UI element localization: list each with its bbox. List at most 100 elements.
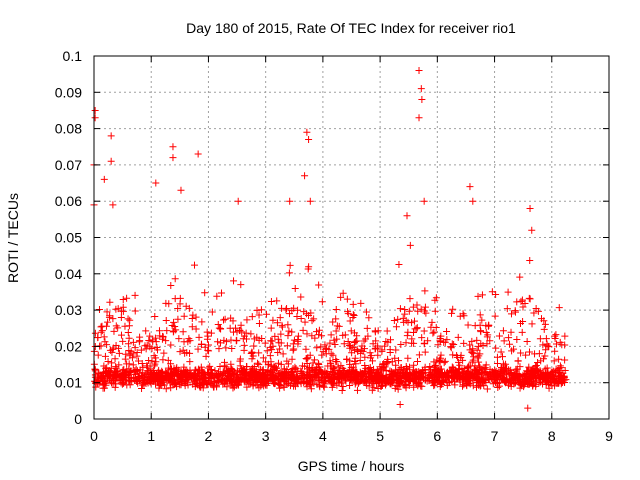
data-point (126, 381, 134, 389)
data-point (111, 355, 119, 363)
data-point (243, 383, 251, 391)
data-point (313, 344, 321, 352)
data-point (372, 337, 380, 345)
data-point (453, 375, 461, 383)
data-point (531, 362, 539, 370)
data-point (284, 321, 292, 329)
data-point (180, 312, 188, 320)
data-point (180, 363, 188, 371)
data-point (171, 275, 179, 283)
data-point (350, 339, 358, 347)
data-point (402, 339, 410, 347)
data-point (518, 296, 526, 304)
data-point (464, 321, 472, 329)
data-point (447, 344, 455, 352)
data-point (515, 370, 523, 378)
data-point (498, 353, 506, 361)
data-point (483, 333, 491, 341)
data-point (135, 357, 143, 365)
data-point (282, 306, 290, 314)
data-point (516, 363, 524, 371)
data-point (445, 378, 453, 386)
data-point (248, 364, 256, 372)
data-point (401, 310, 409, 318)
data-point (332, 327, 340, 335)
data-point (174, 370, 182, 378)
data-point (339, 289, 347, 297)
data-point (506, 340, 514, 348)
data-point (263, 374, 271, 382)
data-point (162, 299, 170, 307)
data-point (403, 332, 411, 340)
data-point (384, 355, 392, 363)
data-point (374, 369, 382, 377)
data-point (255, 336, 263, 344)
data-point (291, 285, 299, 293)
data-point (105, 375, 113, 383)
data-point (507, 328, 515, 336)
data-point (208, 308, 216, 316)
data-point (185, 335, 193, 343)
data-point (283, 342, 291, 350)
data-point (550, 357, 558, 365)
y-tick-label: 0.07 (55, 157, 82, 173)
data-point (317, 369, 325, 377)
data-point (542, 378, 550, 386)
data-point (220, 316, 227, 324)
data-point (410, 317, 418, 325)
data-point (217, 325, 225, 333)
data-point (324, 362, 332, 370)
data-point (216, 370, 224, 378)
data-point (396, 400, 404, 408)
data-point (263, 381, 271, 389)
data-point (443, 328, 451, 336)
data-point (106, 312, 114, 320)
data-point (148, 344, 156, 352)
data-point (308, 317, 316, 325)
data-point (370, 384, 378, 392)
data-point (312, 365, 320, 373)
data-point (431, 307, 439, 315)
y-tick-label: 0.08 (55, 121, 82, 137)
data-point (192, 313, 200, 321)
data-point (348, 349, 356, 357)
data-point (540, 325, 548, 333)
data-point (157, 373, 165, 381)
data-point (483, 385, 491, 393)
data-point (203, 381, 211, 389)
data-point (473, 346, 481, 354)
data-point (454, 333, 462, 341)
data-point (521, 300, 529, 308)
data-point (327, 378, 335, 386)
data-point (276, 314, 284, 322)
data-point (500, 374, 508, 382)
data-point (100, 175, 108, 183)
data-point (378, 347, 386, 355)
data-point (409, 328, 417, 336)
x-tick-label: 5 (376, 428, 384, 444)
data-point (266, 352, 274, 360)
data-point (477, 327, 485, 335)
data-point (98, 322, 106, 330)
data-point (275, 380, 283, 388)
data-point (162, 337, 170, 345)
data-point (146, 332, 154, 340)
x-tick-label: 4 (319, 428, 327, 444)
data-point (126, 352, 134, 360)
data-point (115, 361, 123, 369)
data-point (323, 370, 331, 378)
data-point (476, 311, 484, 319)
data-point (420, 197, 428, 205)
data-point (305, 368, 313, 376)
data-point (359, 370, 367, 378)
data-point (140, 376, 148, 384)
data-point (418, 334, 426, 342)
y-tick-label: 0.05 (55, 230, 82, 246)
data-point (285, 269, 293, 277)
data-point (206, 362, 214, 370)
data-point (493, 359, 501, 367)
data-point (406, 376, 414, 384)
data-point (308, 375, 316, 383)
data-point (551, 347, 559, 355)
data-point (327, 331, 335, 339)
